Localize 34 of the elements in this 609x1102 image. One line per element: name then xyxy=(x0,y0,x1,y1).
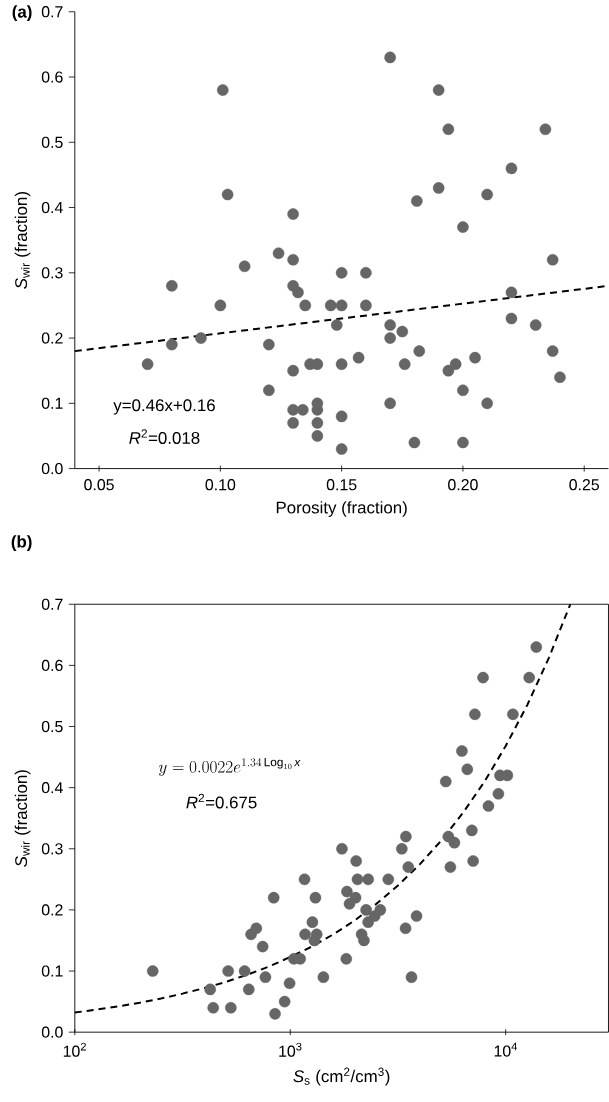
y-tick-label: 0.3 xyxy=(41,267,63,279)
x-axis-title: Porosity (fraction) xyxy=(276,501,407,517)
chart-title: (b) xyxy=(11,535,32,551)
x-tick-label: 0.10 xyxy=(205,479,235,491)
y-tick-label: 0.1 xyxy=(41,965,63,977)
y-tick-label: 0.7 xyxy=(41,6,63,18)
y-tick-label: 0.4 xyxy=(41,201,63,214)
annotation: $y=0.0022e^{1.34\,\mathrm{Log}_{10}\,\mathit{x}}$ xyxy=(158,758,301,776)
x-tick-label: 0.15 xyxy=(326,479,357,491)
annotation: y=0.46x+0.16 xyxy=(113,399,215,415)
y-tick-label: 0.6 xyxy=(41,659,63,672)
x-tick-label: 10$^{3}$ xyxy=(279,1042,302,1057)
y-tick-label: 0.7 xyxy=(41,598,63,610)
annotation: R$^{2}$=0.018 xyxy=(129,429,200,444)
chart-title: (a) xyxy=(12,5,32,22)
y-tick-label: 0.5 xyxy=(41,720,63,733)
y-tick-label: 0.5 xyxy=(41,136,63,148)
y-axis-title: S$_{wir}$ (fraction) xyxy=(14,770,31,867)
y-tick-label: 0.2 xyxy=(41,332,63,344)
y-tick-label: 0.6 xyxy=(41,71,63,83)
x-tick-label: 10$^{4}$ xyxy=(494,1042,517,1057)
x-tick-label: 0.25 xyxy=(569,479,599,491)
y-tick-label: 0.0 xyxy=(41,1026,63,1038)
y-tick-label: 0.2 xyxy=(41,904,63,916)
annotation: R$^{2}$=0.675 xyxy=(186,793,257,809)
x-tick-label: 0.05 xyxy=(84,479,114,491)
x-axis-title: S$_{s}$ (cm$^{2}$/cm$^{3}$) xyxy=(293,1067,390,1086)
y-axis-title: S$_{wir}$ (fraction) xyxy=(14,192,31,289)
y-tick-label: 0.4 xyxy=(41,782,63,794)
y-tick-label: 0.3 xyxy=(41,843,63,855)
x-tick-label: 10$^{2}$ xyxy=(63,1042,86,1057)
y-tick-label: 0.0 xyxy=(41,462,63,475)
y-tick-label: 0.1 xyxy=(41,397,63,409)
x-tick-label: 0.20 xyxy=(447,479,478,491)
